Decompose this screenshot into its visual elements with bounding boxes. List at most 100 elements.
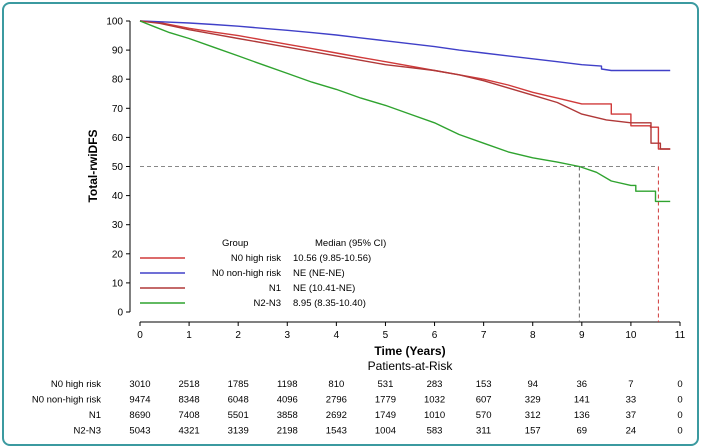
y-tick-label: 80 <box>112 75 124 86</box>
legend-median: NE (NE-NE) <box>293 268 345 279</box>
curve-n0-non-high-risk <box>139 20 671 72</box>
risk-cell: 9474 <box>129 395 150 406</box>
x-axis-label: Time (Years) <box>374 344 445 358</box>
risk-cell: 531 <box>378 379 394 390</box>
x-tick-label: 10 <box>625 330 637 341</box>
risk-cell: 570 <box>476 410 492 421</box>
risk-cell: 0 <box>677 410 682 421</box>
y-tick-label: 20 <box>112 249 124 260</box>
risk-cell: 2692 <box>326 410 347 421</box>
risk-cell: 2796 <box>326 395 347 406</box>
risk-cell: 6048 <box>228 395 249 406</box>
risk-cell: 1779 <box>375 395 396 406</box>
risk-cell: 5501 <box>228 410 249 421</box>
risk-cell: 37 <box>626 410 637 421</box>
x-tick-label: 6 <box>432 330 438 341</box>
legend-header-group: Group <box>222 238 248 249</box>
risk-cell: 1004 <box>375 426 396 437</box>
y-tick-label: 0 <box>117 308 123 319</box>
y-tick-label: 10 <box>112 278 124 289</box>
risk-cell: 1543 <box>326 426 347 437</box>
x-tick-label: 5 <box>383 330 389 341</box>
risk-cell: 153 <box>476 379 492 390</box>
legend-group-name: N0 high risk <box>231 253 281 264</box>
risk-cell: 0 <box>677 379 682 390</box>
curve-n2-n3 <box>139 20 671 203</box>
legend-median: 8.95 (8.35-10.40) <box>293 298 366 309</box>
risk-cell: 0 <box>677 395 682 406</box>
y-tick-label: 40 <box>112 191 124 202</box>
risk-row-label: N1 <box>89 410 101 421</box>
legend-group-name: N1 <box>269 283 281 294</box>
risk-cell: 2198 <box>277 426 298 437</box>
x-tick-label: 7 <box>481 330 487 341</box>
risk-cell: 24 <box>626 426 637 437</box>
legend-median: 10.56 (9.85-10.56) <box>293 253 371 264</box>
y-tick-label: 70 <box>112 104 124 115</box>
y-tick-label: 90 <box>112 46 124 57</box>
risk-cell: 583 <box>427 426 443 437</box>
risk-cell: 3139 <box>228 426 249 437</box>
x-ticks: 0 1 2 3 4 5 6 7 8 9 10 11 <box>137 322 686 341</box>
risk-cell: 69 <box>577 426 588 437</box>
risk-cell: 311 <box>476 426 491 437</box>
x-tick-label: 1 <box>186 330 192 341</box>
risk-cell: 36 <box>577 379 588 390</box>
risk-cell: 141 <box>574 395 590 406</box>
x-tick-label: 9 <box>579 330 585 341</box>
risk-cell: 33 <box>626 395 637 406</box>
curve-n0-high-risk <box>139 20 671 150</box>
curve-n1 <box>139 20 671 150</box>
risk-cell: 7 <box>628 379 633 390</box>
y-tick-label: 60 <box>112 133 124 144</box>
risk-cell: 94 <box>527 379 538 390</box>
x-tick-label: 0 <box>137 330 143 341</box>
risk-cell: 3010 <box>129 379 150 390</box>
legend-group-name: N0 non-high risk <box>212 268 281 279</box>
legend-header-median: Median (95% CI) <box>315 238 386 249</box>
x-tick-label: 2 <box>235 330 241 341</box>
y-tick-label: 50 <box>112 162 124 173</box>
risk-cell: 810 <box>328 379 344 390</box>
risk-cell: 8690 <box>129 410 150 421</box>
risk-cell: 136 <box>574 410 590 421</box>
y-ticks: 0 10 20 30 40 50 60 70 80 90 100 <box>106 17 130 319</box>
risk-cell: 1032 <box>424 395 445 406</box>
x-tick-label: 3 <box>284 330 290 341</box>
legend-rows: N0 high risk 10.56 (9.85-10.56) N0 non-hig… <box>140 253 371 309</box>
risk-cell: 1785 <box>228 379 249 390</box>
risk-cell: 157 <box>525 426 541 437</box>
risk-cell: 283 <box>427 379 443 390</box>
risk-row-label: N0 high risk <box>51 379 101 390</box>
legend: Group Median (95% CI) N0 high risk 10.56 … <box>140 238 386 309</box>
legend-group-name: N2-N3 <box>254 298 281 309</box>
risk-cell: 312 <box>525 410 541 421</box>
risk-table-title: Patients-at-Risk <box>368 359 454 373</box>
risk-cell: 607 <box>476 395 492 406</box>
x-tick-label: 11 <box>675 330 686 341</box>
risk-table: N0 high risk 3010 2518 1785 1198 810 531 283 153… <box>32 379 683 437</box>
risk-row-label: N2-N3 <box>74 426 101 437</box>
risk-cell: 4096 <box>277 395 298 406</box>
risk-cell: 4321 <box>179 426 200 437</box>
legend-median: NE (10.41-NE) <box>293 283 355 294</box>
risk-cell: 329 <box>525 395 541 406</box>
y-axis-label: Total-rwiDFS <box>86 129 100 202</box>
risk-cell: 8348 <box>179 395 200 406</box>
risk-cell: 5043 <box>129 426 150 437</box>
risk-cell: 1198 <box>277 379 297 390</box>
y-tick-label: 100 <box>106 17 123 28</box>
risk-cell: 1010 <box>424 410 445 421</box>
survival-curves <box>139 20 671 203</box>
risk-cell: 7408 <box>179 410 200 421</box>
risk-cell: 3858 <box>277 410 298 421</box>
risk-cell: 0 <box>677 426 682 437</box>
x-tick-label: 8 <box>530 330 536 341</box>
risk-cell: 1749 <box>375 410 396 421</box>
y-tick-label: 30 <box>112 220 124 231</box>
risk-cell: 2518 <box>179 379 200 390</box>
reference-lines <box>140 166 659 322</box>
risk-row-label: N0 non-high risk <box>32 395 101 406</box>
